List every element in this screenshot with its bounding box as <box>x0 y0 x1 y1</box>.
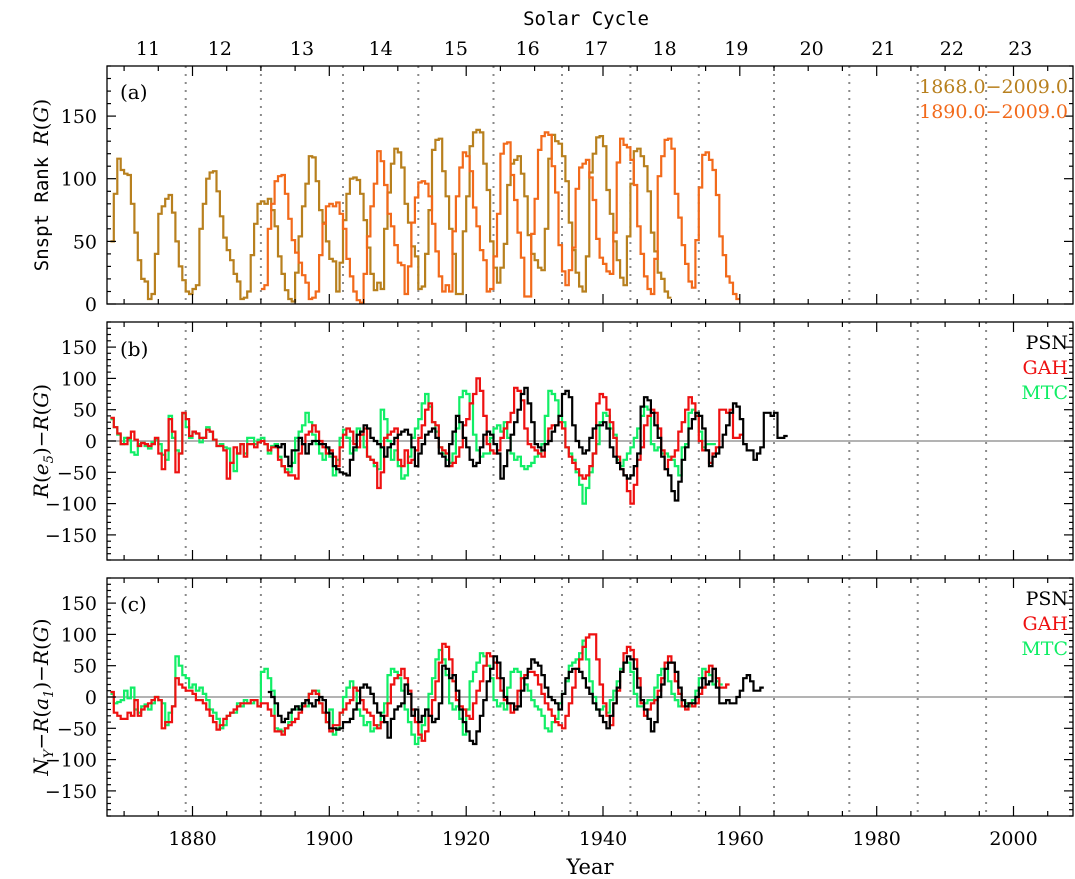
panel-c-tag: (c) <box>120 592 147 616</box>
cycle-label-18: 18 <box>653 38 677 60</box>
series-gah <box>110 633 730 742</box>
y-tick-label: 100 <box>61 169 97 191</box>
x-tick-label-2000: 2000 <box>989 828 1037 850</box>
top-axis-title: Solar Cycle <box>523 8 649 30</box>
y-tick-label: 50 <box>73 400 97 422</box>
panel-b-ylabel: R(e5)−R(G) <box>29 384 57 499</box>
cycle-label-19: 19 <box>724 38 748 60</box>
legend-entry: 1868.0−2009.0 <box>919 76 1068 98</box>
y-tick-label: −150 <box>45 525 97 547</box>
legend-entry: MTC <box>1021 638 1068 660</box>
panel-b-series <box>110 377 788 505</box>
panel-a-series <box>110 128 740 304</box>
y-tick-label: −100 <box>45 750 97 772</box>
x-axis-label: Year <box>565 855 614 879</box>
cycle-label-15: 15 <box>444 38 468 60</box>
panel-c-legend: PSN GAH MTC <box>1021 588 1068 660</box>
cycle-label-23: 23 <box>1008 38 1032 60</box>
panel-a-frame <box>106 65 1074 305</box>
legend-entry: GAH <box>1023 613 1068 635</box>
x-tick-label-1980: 1980 <box>853 828 901 850</box>
cycle-label-14: 14 <box>369 38 393 60</box>
y-tick-label: 100 <box>61 624 97 646</box>
y-tick-label: 0 <box>85 294 97 316</box>
panel-a-ylabel: Snspt Rank R(G) <box>29 99 53 272</box>
y-tick-label: 150 <box>61 106 97 128</box>
y-tick-label: 100 <box>61 368 97 390</box>
y-tick-label: −150 <box>45 781 97 803</box>
y-tick-label: −50 <box>57 462 97 484</box>
cycle-number-labels: 11 12 13 14 15 16 17 18 19 20 21 22 23 <box>136 38 1032 60</box>
y-tick-label: 0 <box>85 687 97 709</box>
legend-entry: PSN <box>1026 588 1068 610</box>
panel-a: 0 50 100 150 (a) 1868.0−2009.0 1890.0−2009.0… <box>29 65 1074 316</box>
cycle-label-20: 20 <box>800 38 824 60</box>
x-tick-label-1880: 1880 <box>168 828 216 850</box>
series-1868-0-2009-0 <box>110 128 672 303</box>
cycle-label-12: 12 <box>208 38 232 60</box>
panel-a-ticks: 0 50 100 150 <box>61 65 1073 316</box>
x-tick-label-1920: 1920 <box>442 828 490 850</box>
series-1890-0-2009-0 <box>260 131 740 304</box>
y-tick-label: 50 <box>73 231 97 253</box>
cycle-label-16: 16 <box>516 38 540 60</box>
y-tick-label: 150 <box>61 593 97 615</box>
cycle-label-21: 21 <box>871 38 895 60</box>
panel-c-ticks: −150 −100 −50 0 50 100 150 <box>45 577 1073 817</box>
cycle-label-22: 22 <box>940 38 964 60</box>
x-axis-tick-labels: 1880 1900 1920 1940 1960 1980 2000 <box>168 828 1037 850</box>
panel-c: −150 −100 −50 0 50 100 150 (c) PSN GAH MTC NY−R(… <box>29 577 1074 817</box>
panel-b-tag: (b) <box>120 337 148 361</box>
panel-b: −150 −100 −50 0 50 100 150 (b) PSN GAH MTC R(e5)… <box>29 321 1074 561</box>
x-tick-label-1940: 1940 <box>579 828 627 850</box>
series-gah <box>110 377 744 505</box>
legend-entry: MTC <box>1021 382 1068 404</box>
panel-a-ylabel-text: Snspt Rank <box>31 145 53 271</box>
cycle-label-11: 11 <box>136 38 160 60</box>
series-psn <box>274 386 788 502</box>
legend-entry: GAH <box>1023 357 1068 379</box>
panel-b-legend: PSN GAH MTC <box>1021 332 1068 404</box>
cycle-label-17: 17 <box>584 38 608 60</box>
panel-b-ticks: −150 −100 −50 0 50 100 150 <box>45 321 1073 561</box>
y-tick-label: 50 <box>73 656 97 678</box>
panel-c-minimum-lines <box>107 578 1073 816</box>
panel-c-series <box>110 633 764 746</box>
x-tick-label-1900: 1900 <box>305 828 353 850</box>
y-tick-label: 0 <box>85 431 97 453</box>
legend-entry: 1890.0−2009.0 <box>919 101 1068 123</box>
cycle-label-13: 13 <box>290 38 314 60</box>
series-psn <box>267 655 764 746</box>
y-tick-label: −50 <box>57 718 97 740</box>
panel-a-legend: 1868.0−2009.0 1890.0−2009.0 <box>919 76 1068 123</box>
legend-entry: PSN <box>1026 332 1068 354</box>
x-tick-label-1960: 1960 <box>716 828 764 850</box>
panel-c-ylabel: NY−R(a1)−R(G) <box>29 618 57 776</box>
y-tick-label: 150 <box>61 337 97 359</box>
panel-a-tag: (a) <box>120 80 148 104</box>
y-tick-label: −100 <box>45 494 97 516</box>
